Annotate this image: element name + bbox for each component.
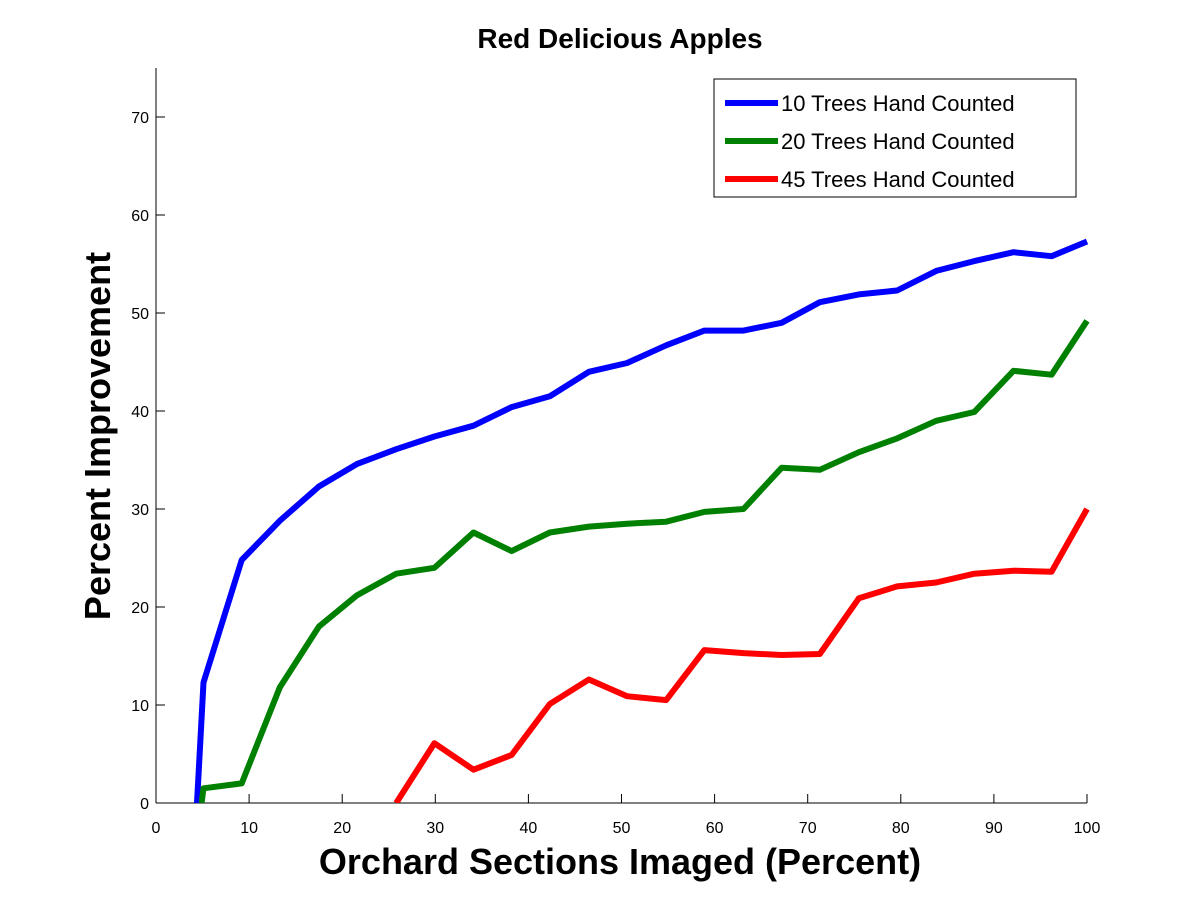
- y-tick-label: 40: [131, 404, 149, 421]
- x-tick-label: 50: [613, 820, 631, 837]
- y-tick-label: 60: [131, 208, 149, 225]
- series-line-20-trees-hand-counted: [198, 319, 1090, 803]
- series-line-45-trees-hand-counted: [393, 507, 1090, 803]
- x-tick-label: 90: [985, 820, 1003, 837]
- y-tick-label: 10: [131, 698, 149, 715]
- x-tick-label: 60: [706, 820, 724, 837]
- y-tick-label: 20: [131, 600, 149, 617]
- x-tick-label: 70: [799, 820, 817, 837]
- y-tick-label: 30: [131, 502, 149, 519]
- legend: 10 Trees Hand Counted 20 Trees Hand Count…: [713, 78, 1077, 198]
- x-tick-label: 20: [333, 820, 351, 837]
- y-tick-label: 50: [131, 306, 149, 323]
- x-tick-label: 30: [426, 820, 444, 837]
- y-tick-label: 0: [140, 796, 149, 813]
- x-tick-label: 0: [152, 820, 161, 837]
- y-tick-label: 70: [131, 110, 149, 127]
- x-axis-title: Orchard Sections Imaged (Percent): [319, 841, 921, 882]
- legend-label: 10 Trees Hand Counted: [781, 91, 1015, 116]
- x-tick-label: 10: [240, 820, 258, 837]
- x-tick-label: 40: [520, 820, 538, 837]
- series-line-10-trees-hand-counted: [194, 238, 1089, 803]
- legend-label: 45 Trees Hand Counted: [781, 167, 1015, 192]
- x-tick-label: 80: [892, 820, 910, 837]
- chart-title: Red Delicious Apples: [477, 23, 762, 54]
- x-tick-label: 100: [1074, 820, 1101, 837]
- plot-area: 0 10 20 30 40 50 60 70 80 90 100 0 10 20 30 40 50 60 70: [131, 68, 1100, 837]
- y-axis-title: Percent Improvement: [77, 252, 118, 620]
- legend-label: 20 Trees Hand Counted: [781, 129, 1015, 154]
